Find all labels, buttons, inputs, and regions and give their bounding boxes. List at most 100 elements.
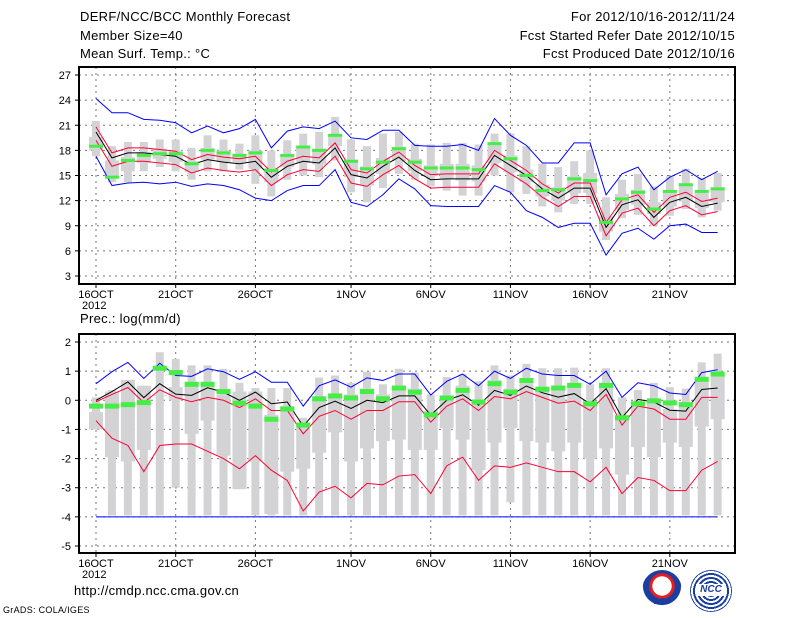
x-tick-label: 16NOV — [572, 289, 609, 301]
box — [535, 388, 550, 443]
observation-marker — [312, 396, 327, 402]
box — [471, 403, 486, 471]
observation-marker — [359, 389, 374, 395]
box — [519, 378, 534, 442]
observation-marker — [264, 416, 279, 422]
x-tick-label: 6NOV — [416, 289, 447, 301]
observation-marker — [535, 386, 550, 392]
observation-marker — [599, 382, 614, 388]
observation-marker — [375, 396, 390, 402]
observation-marker — [152, 152, 167, 156]
x-tick-label: 11NOV — [493, 558, 529, 570]
x-tick-label: 1NOV — [336, 558, 367, 570]
box — [200, 385, 215, 421]
panel-precipitation: -5 -4 -3 -2 -1 0 1 2 16OCT 21OCT 26OCT 1NOV 6NOV 11NO… — [61, 333, 736, 581]
observation-marker — [375, 160, 390, 164]
chart-title: DERF/NCC/BCC Monthly Forecast — [80, 9, 291, 24]
x-tick-label: 6NOV — [416, 558, 447, 570]
observation-marker — [232, 153, 247, 157]
observation-marker — [248, 403, 263, 409]
observation-marker — [152, 365, 167, 371]
y-tick-label: 0 — [65, 395, 71, 407]
x-tick-label: 26OCT — [238, 289, 274, 301]
box — [615, 416, 630, 475]
source-url[interactable]: http://cmdp.ncc.cma.gov.cn — [74, 583, 240, 598]
panel-temperature: 3 6 9 12 15 18 21 24 27 16OCT 21OCT 26OCT 1NOV 6NOV 11… — [59, 66, 736, 312]
box — [232, 391, 247, 490]
max-line — [95, 361, 718, 407]
observation-marker — [216, 151, 231, 155]
observation-marker — [567, 177, 582, 181]
precip-panel-title: Prec.: log(mm/d) — [80, 311, 181, 326]
box — [120, 379, 135, 462]
whisker-bar — [442, 376, 451, 516]
box — [583, 403, 598, 459]
whisker-bar — [713, 353, 722, 516]
y-tick-label: 27 — [59, 70, 71, 82]
box — [599, 382, 614, 449]
y-tick-label: 21 — [59, 120, 71, 132]
observation-marker — [678, 183, 693, 187]
whisker-bar — [187, 365, 196, 516]
whisker-bar — [697, 362, 706, 516]
observation-marker — [551, 188, 566, 192]
observation-marker — [296, 145, 311, 149]
observation-marker — [551, 385, 566, 391]
observation-marker — [328, 393, 343, 399]
y-tick-label: 12 — [59, 196, 71, 208]
observation-marker — [471, 399, 486, 405]
observation-marker — [89, 403, 103, 409]
box — [104, 391, 119, 458]
box — [694, 379, 709, 427]
x-tick-label: 16NOV — [572, 558, 609, 570]
y-tick-label: -4 — [61, 512, 71, 524]
observation-marker — [216, 389, 231, 395]
x-tick-label: 16OCT — [78, 289, 114, 301]
observation-marker — [232, 400, 247, 406]
observation-marker — [136, 153, 151, 157]
observation-marker — [503, 389, 518, 395]
observation-marker — [344, 159, 359, 163]
observation-marker — [296, 422, 311, 428]
observation-marker — [184, 381, 199, 387]
y-tick-label: 1 — [65, 366, 71, 378]
y-tick-label: -2 — [61, 454, 71, 466]
observation-marker — [630, 401, 645, 407]
observation-marker — [391, 147, 406, 151]
box — [184, 161, 199, 173]
bcc-logo: BCC — [642, 570, 682, 610]
observation-marker — [200, 148, 215, 152]
whisker-bar — [633, 390, 642, 516]
observation-marker — [423, 412, 438, 418]
observation-marker — [328, 133, 343, 137]
box — [136, 152, 151, 163]
box — [630, 401, 645, 447]
observation-marker — [344, 395, 359, 401]
box — [423, 165, 438, 177]
observation-marker — [646, 398, 661, 404]
box — [344, 394, 359, 462]
box — [407, 388, 422, 450]
x-year-label: 2012 — [82, 569, 106, 581]
box — [312, 148, 327, 165]
grads-credit: GrADS: COLA/IGES — [3, 605, 90, 615]
observation-marker — [120, 402, 135, 408]
whisker-bar — [155, 352, 164, 516]
box — [216, 394, 231, 456]
box — [662, 191, 677, 207]
observation-marker — [519, 377, 534, 383]
box — [567, 176, 582, 194]
box — [439, 163, 454, 179]
y-tick-label: 24 — [59, 95, 71, 107]
observation-marker — [407, 389, 422, 395]
observation-marker — [694, 189, 709, 193]
observation-marker — [678, 402, 693, 408]
y-tick-label: 3 — [65, 271, 71, 283]
box — [136, 385, 151, 450]
x-tick-label: 21NOV — [652, 289, 689, 301]
box — [662, 409, 677, 443]
box — [375, 394, 390, 442]
min-line — [95, 155, 718, 257]
whisker-bar — [139, 385, 148, 516]
